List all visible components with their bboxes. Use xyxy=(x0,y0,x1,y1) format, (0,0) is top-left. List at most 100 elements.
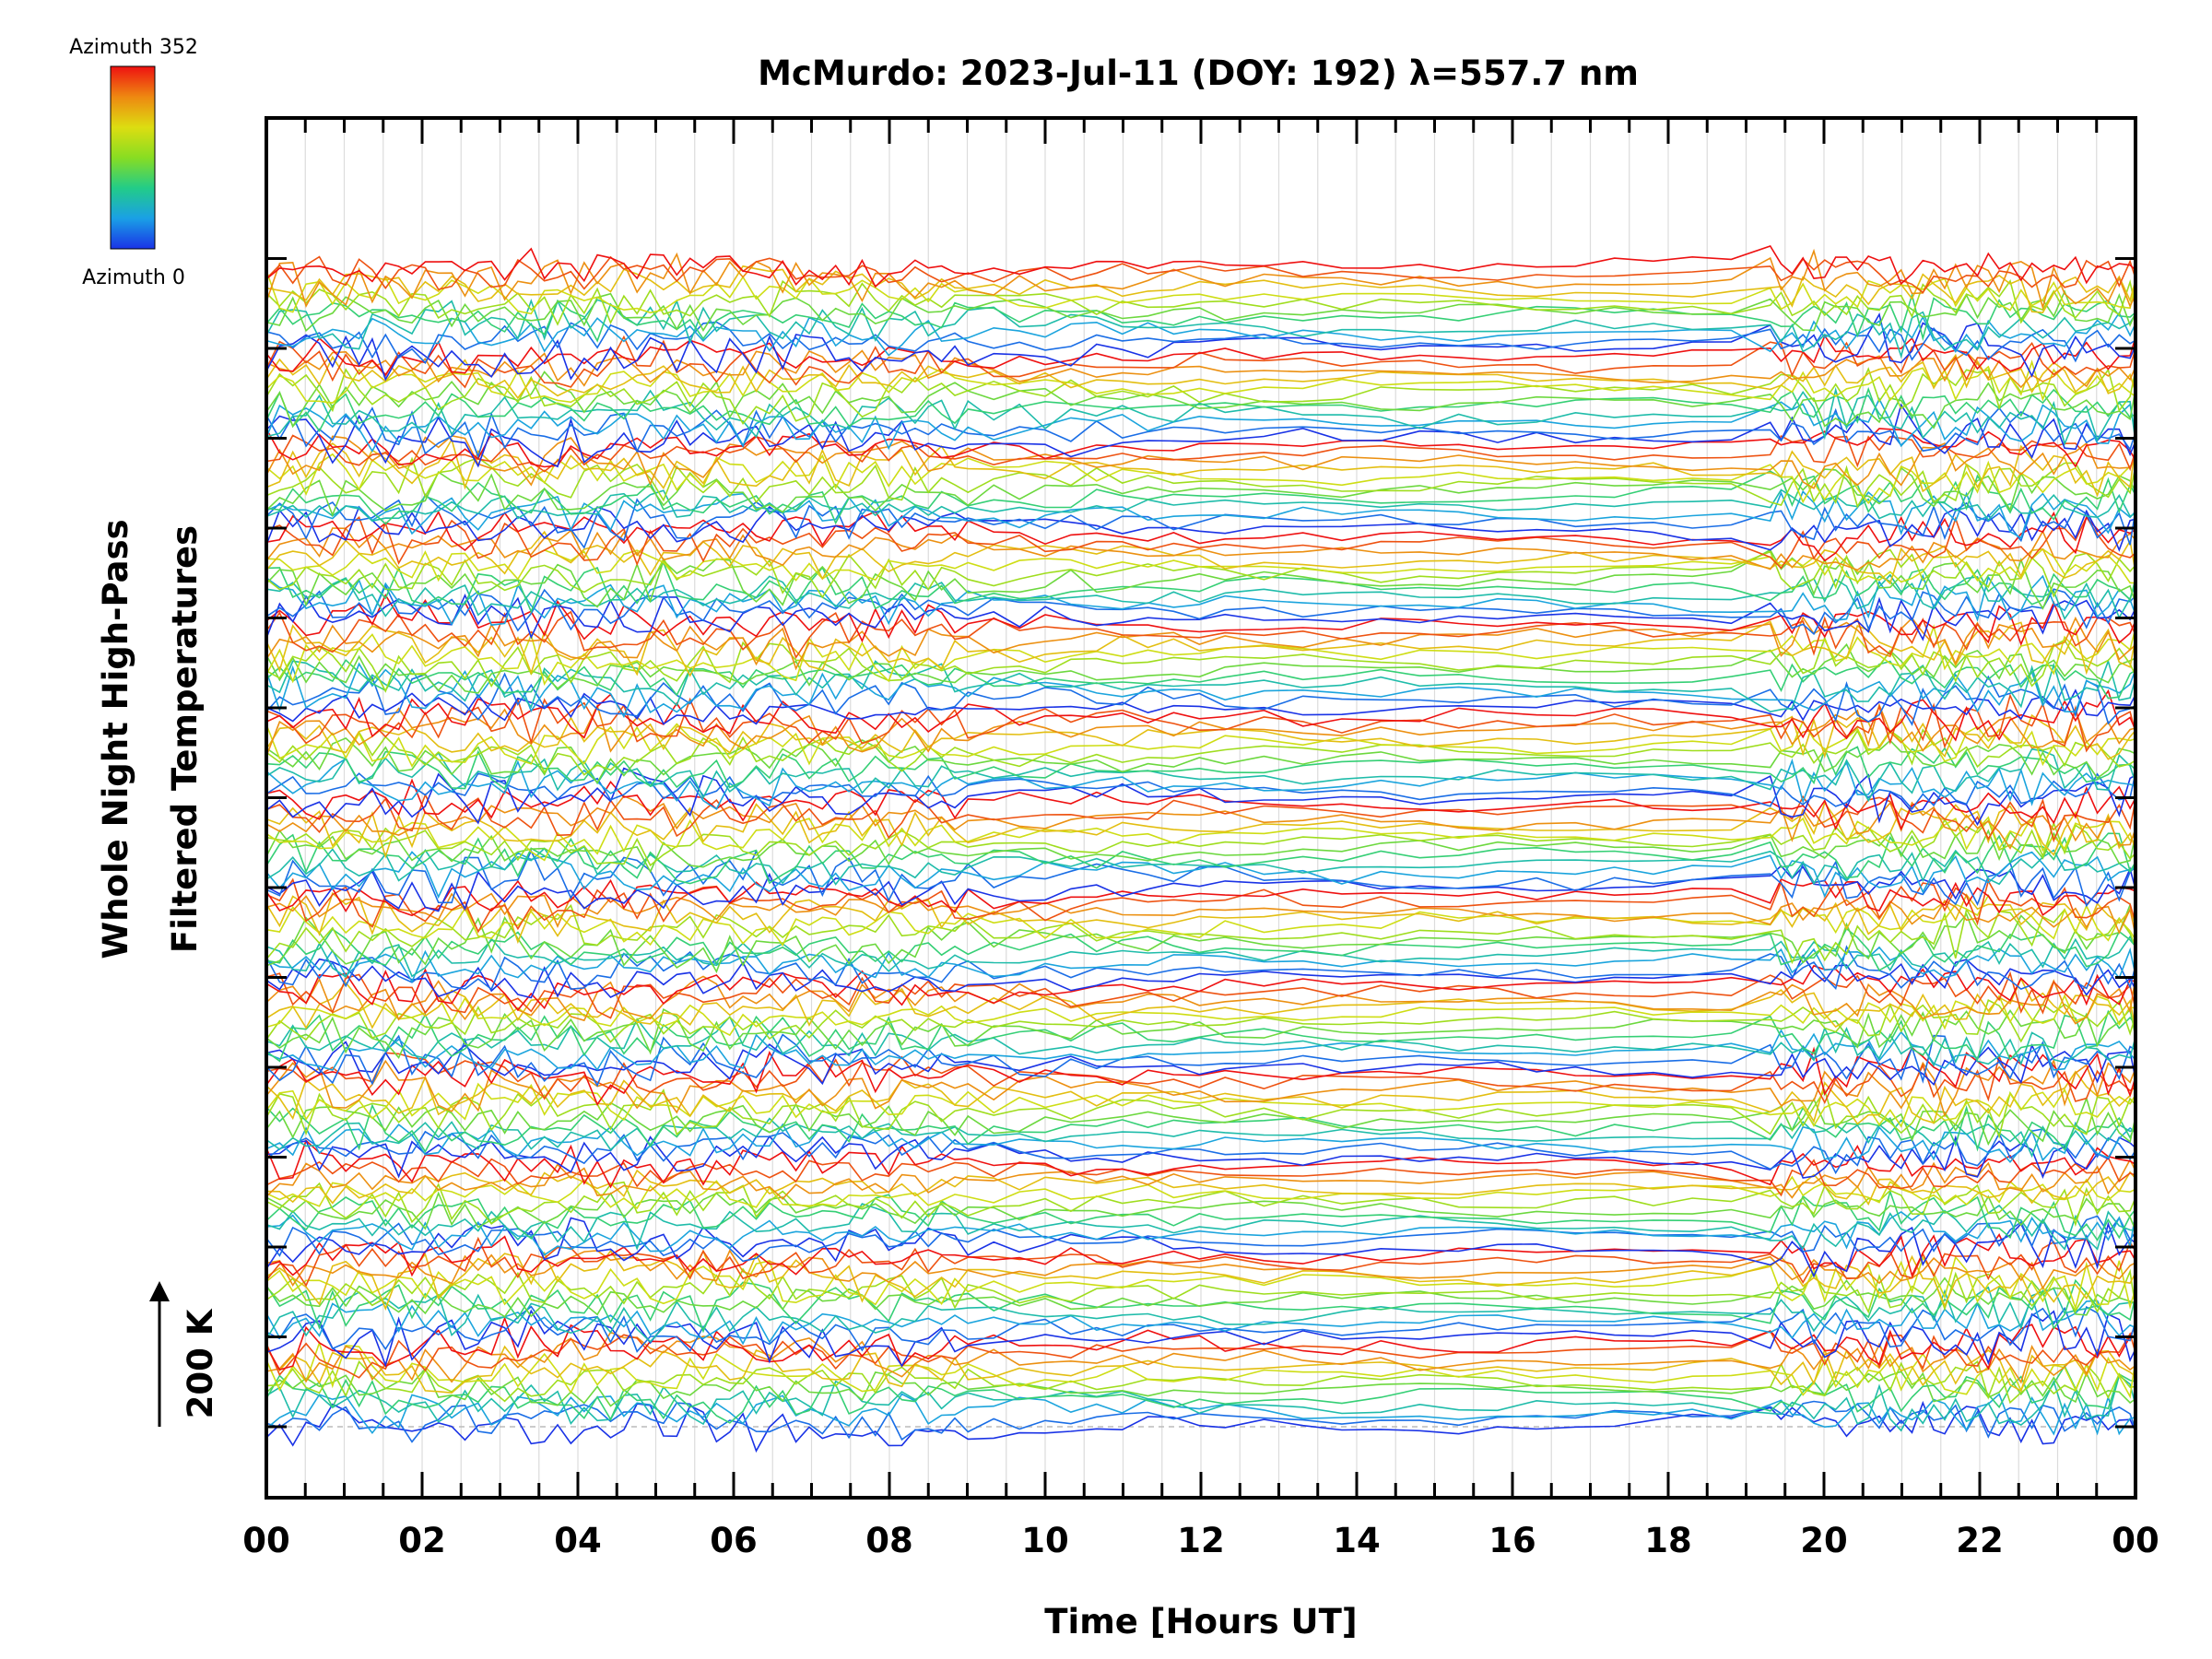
series-line-g2-az64 xyxy=(266,1210,2136,1256)
series-lines xyxy=(266,245,2136,1453)
series-line-g5-az192 xyxy=(266,904,2136,965)
series-line-g7-az288 xyxy=(266,702,2136,757)
series-line-g10-az160 xyxy=(266,466,2136,518)
x-axis-label: Time [Hours UT] xyxy=(1044,1602,1357,1641)
series-line-g2-az32 xyxy=(266,1215,2136,1263)
series-line-g7-az192 xyxy=(266,728,2136,776)
x-tick-label: 12 xyxy=(1177,1521,1225,1560)
series-line-g7-az128 xyxy=(266,746,2136,790)
series-line-g8-az160 xyxy=(266,642,2136,694)
series-line-g0-az192 xyxy=(266,1359,2136,1405)
series-line-g12-az288 xyxy=(266,248,2136,311)
series-line-g8-az0 xyxy=(266,688,2136,725)
series-line-g0-az0 xyxy=(266,1400,2136,1453)
series-line-g9-az224 xyxy=(266,547,2136,584)
series-line-g12-az128 xyxy=(266,292,2136,343)
series-line-g5-az256 xyxy=(266,891,2136,945)
x-tick-label: 06 xyxy=(710,1521,758,1560)
series-line-g3-az64 xyxy=(266,1121,2136,1164)
series-line-g11-az192 xyxy=(266,367,2136,426)
series-line-g12-az96 xyxy=(266,298,2136,359)
series-line-g5-az288 xyxy=(266,892,2136,936)
y-axis-label-line1: Whole Night High-Pass xyxy=(96,519,135,959)
series-line-g1-az96 xyxy=(266,1286,2136,1343)
series-line-g12-az224 xyxy=(266,270,2136,315)
series-line-g11-az320 xyxy=(266,335,2136,389)
series-line-g12-az320 xyxy=(266,255,2136,294)
y-axis-label: Whole Night High-Pass Filtered Temperatu… xyxy=(96,519,205,959)
series-line-g11-az288 xyxy=(266,349,2136,389)
series-line-g6-az160 xyxy=(266,829,2136,874)
series-line-g5-az96 xyxy=(266,935,2136,979)
series-line-g8-az224 xyxy=(266,624,2136,686)
series-line-g2-az224 xyxy=(266,1175,2136,1210)
series-line-g4-az32 xyxy=(266,1033,2136,1088)
series-line-g10-az320 xyxy=(266,434,2136,473)
series-line-g7-az256 xyxy=(266,713,2136,760)
series-line-g8-az256 xyxy=(266,620,2136,677)
series-line-g1-az32 xyxy=(266,1305,2136,1353)
series-line-g6-az288 xyxy=(266,794,2136,850)
series-line-g1-az64 xyxy=(266,1295,2136,1346)
series-line-g12-az256 xyxy=(266,265,2136,314)
series-line-g4-az160 xyxy=(266,1007,2136,1059)
series-line-g7-az32 xyxy=(266,772,2136,810)
series-line-g1-az320 xyxy=(266,1236,2136,1288)
series-line-g11-az64 xyxy=(266,397,2136,453)
x-tick-label: 10 xyxy=(1021,1521,1069,1560)
series-line-g3-az0 xyxy=(266,1135,2136,1179)
scale-bar: 200 K xyxy=(149,1281,220,1427)
series-line-g4-az0 xyxy=(266,1041,2136,1087)
series-line-g3-az320 xyxy=(266,1052,2136,1104)
series-line-g6-az128 xyxy=(266,832,2136,885)
x-tick-label: 22 xyxy=(1956,1521,2004,1560)
series-line-g0-az128 xyxy=(266,1364,2136,1424)
series-line-g8-az320 xyxy=(266,610,2136,660)
series-line-g11-az128 xyxy=(266,386,2136,433)
series-line-g7-az352 xyxy=(266,688,2136,742)
series-line-g4-az128 xyxy=(266,1009,2136,1063)
series-line-g9-az320 xyxy=(266,515,2136,570)
series-line-g12-az64 xyxy=(266,311,2136,357)
series-line-g5-az64 xyxy=(266,946,2136,983)
series-line-g2-az0 xyxy=(266,1217,2136,1278)
series-line-g12-az32 xyxy=(266,321,2136,365)
series-line-g3-az160 xyxy=(266,1096,2136,1147)
series-line-g6-az224 xyxy=(266,815,2136,862)
series-line-g1-az0 xyxy=(266,1309,2136,1368)
series-line-g9-az32 xyxy=(266,583,2136,636)
series-line-g8-az96 xyxy=(266,658,2136,713)
x-tick-label: 02 xyxy=(398,1521,446,1560)
series-line-g9-az192 xyxy=(266,548,2136,599)
series-line-g5-az0 xyxy=(266,954,2136,999)
x-tick-labels: 00 02 04 06 08 10 12 14 16 18 20 22 00 xyxy=(242,1521,2159,1560)
series-line-g12-az192 xyxy=(266,278,2136,326)
x-tick-label: 00 xyxy=(242,1521,290,1560)
colorbar: Azimuth 352 Azimuth 0 xyxy=(69,36,198,289)
series-line-g8-az128 xyxy=(266,658,2136,700)
series-line-g12-az160 xyxy=(266,289,2136,333)
series-line-g1-az128 xyxy=(266,1278,2136,1334)
series-line-g7-az320 xyxy=(266,693,2136,753)
series-line-g1-az256 xyxy=(266,1249,2136,1311)
series-line-g6-az320 xyxy=(266,793,2136,843)
x-tick-label: 04 xyxy=(554,1521,602,1560)
x-tick-label: 16 xyxy=(1488,1521,1536,1560)
series-line-g0-az320 xyxy=(266,1330,2136,1379)
series-line-g8-az288 xyxy=(266,616,2136,671)
series-line-g12-az0 xyxy=(266,312,2136,382)
colorbar-gradient xyxy=(110,65,156,250)
scale-bar-arrowhead xyxy=(149,1281,170,1301)
x-tick-label: 18 xyxy=(1644,1521,1692,1560)
series-line-g3-az128 xyxy=(266,1103,2136,1153)
series-line-g4-az256 xyxy=(266,977,2136,1030)
scale-bar-label: 200 K xyxy=(181,1308,220,1418)
series-line-g4-az352 xyxy=(266,964,2136,1012)
series-line-g6-az32 xyxy=(266,849,2136,908)
series-line-g9-az160 xyxy=(266,548,2136,610)
series-line-g0-az288 xyxy=(266,1331,2136,1384)
series-line-g3-az192 xyxy=(266,1088,2136,1139)
series-line-g8-az192 xyxy=(266,636,2136,693)
x-tick-label: 08 xyxy=(865,1521,913,1560)
